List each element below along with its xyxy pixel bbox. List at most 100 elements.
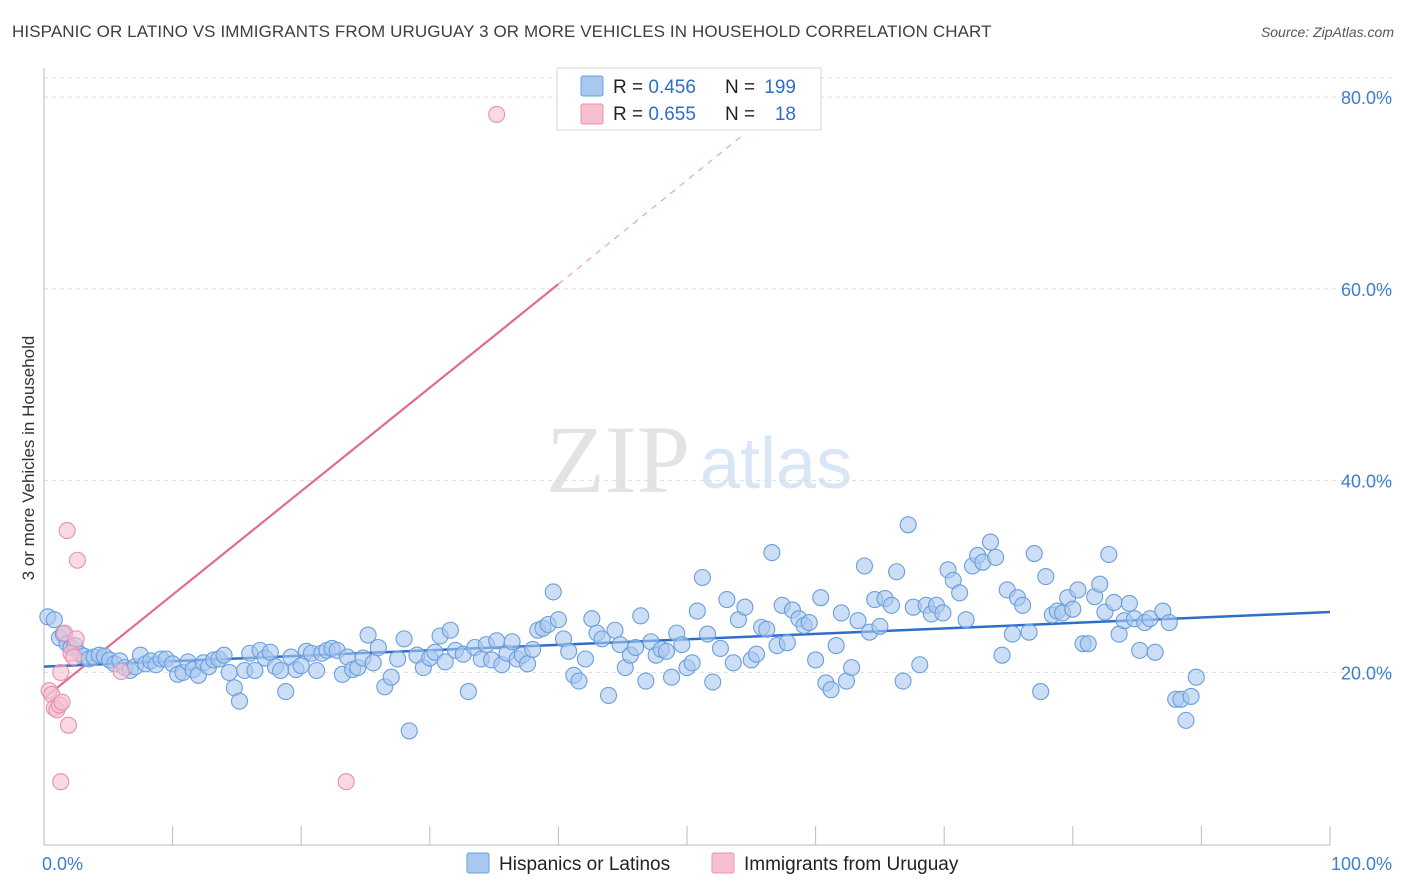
hispanic-point-190	[1064, 600, 1082, 618]
legend-swatch-pink	[580, 103, 604, 125]
hispanic-point-171	[957, 611, 975, 629]
hispanic-point-96	[544, 583, 562, 601]
hispanic-point-203	[1131, 641, 1149, 659]
hispanic-point-112	[632, 607, 650, 625]
svg-text:R = 0.456: R = 0.456	[613, 77, 696, 98]
hispanic-point-175	[981, 533, 1000, 551]
uruguay-point-14	[68, 551, 86, 569]
hispanic-point-139	[778, 634, 796, 652]
legend-n-value-1: 199	[764, 77, 796, 98]
hispanic-point-205	[1141, 610, 1159, 628]
hispanic-point-67	[382, 668, 400, 686]
legend-r-value-1: 0.456	[648, 77, 696, 98]
hispanic-point-185	[1037, 567, 1055, 586]
legend-r-label-1: R =	[613, 77, 648, 98]
hispanic-point-111	[627, 638, 645, 657]
hispanic-point-128	[718, 591, 736, 609]
hispanic-point-195	[1091, 575, 1109, 593]
hispanic-point-184	[1032, 683, 1050, 701]
hispanic-point-147	[822, 681, 840, 699]
hispanic-point-170	[951, 584, 969, 602]
hispanic-point-183	[1025, 544, 1043, 563]
hispanic-point-102	[576, 650, 594, 668]
hispanic-point-97	[549, 611, 567, 629]
hispanic-point-65	[369, 638, 387, 657]
y-axis-title: 3 or more Vehicles in Household	[19, 336, 38, 581]
hispanic-point-131	[736, 598, 754, 616]
hispanic-point-158	[882, 596, 901, 614]
svg-text:N =: N =	[725, 77, 755, 98]
hispanic-point-156	[871, 617, 889, 635]
uruguay-point-6	[52, 663, 70, 681]
svg-text:N =: N =	[725, 104, 755, 125]
hispanic-point-76	[436, 653, 454, 671]
hispanic-point-211	[1177, 711, 1195, 729]
chart-title: HISPANIC OR LATINO VS IMMIGRANTS FROM UR…	[12, 22, 992, 41]
hispanic-point-38	[230, 692, 249, 710]
hispanic-point-208	[1160, 614, 1178, 632]
hispanic-point-47	[277, 683, 295, 701]
hispanic-point-103	[583, 610, 601, 628]
watermark-atlas: atlas	[700, 424, 852, 504]
uruguay-point-7	[52, 773, 70, 791]
hispanic-point-36	[220, 663, 238, 681]
hispanic-point-181	[1014, 596, 1032, 614]
hispanic-point-105	[593, 630, 611, 648]
hispanic-point-64	[364, 654, 382, 672]
uruguay-point-10	[59, 716, 77, 734]
series-hispanics-points	[39, 516, 1205, 740]
hispanic-point-99	[560, 642, 578, 660]
hispanic-point-125	[699, 625, 717, 643]
bottom-legend-label-1: Hispanics or Latinos	[499, 854, 670, 875]
legend-r-value-2: 0.655	[648, 104, 696, 125]
hispanic-point-124	[693, 568, 711, 587]
hispanic-point-191	[1069, 581, 1087, 599]
hispanic-point-63	[359, 626, 377, 644]
hispanic-point-206	[1146, 643, 1164, 661]
hispanic-point-107	[606, 621, 624, 639]
hispanic-point-1	[45, 611, 63, 629]
hispanic-point-92	[524, 640, 542, 658]
hispanic-point-167	[934, 604, 952, 622]
hispanic-point-35	[215, 646, 233, 664]
y-tick-labels: 20.0% 40.0% 60.0% 80.0%	[1341, 88, 1392, 683]
uruguay-point-15	[112, 662, 130, 681]
hispanic-point-193	[1079, 635, 1097, 653]
hispanic-point-80	[459, 683, 477, 701]
hispanic-point-77	[441, 621, 459, 639]
hispanic-point-88	[503, 633, 521, 651]
hispanic-point-177	[993, 646, 1011, 664]
series-uruguay-points	[40, 105, 506, 791]
hispanic-point-160	[894, 672, 912, 690]
hispanic-point-68	[389, 650, 407, 668]
legend-n-label-2: N =	[725, 104, 755, 125]
hispanic-point-153	[855, 557, 874, 575]
hispanic-point-213	[1187, 668, 1205, 686]
uruguay-trend-line	[43, 283, 560, 700]
hispanic-point-163	[911, 656, 929, 674]
hispanic-point-152	[849, 612, 867, 630]
hispanic-point-127	[711, 639, 729, 658]
legend-r-label-2: R =	[613, 104, 648, 125]
hispanic-point-113	[637, 672, 655, 690]
hispanic-point-212	[1182, 687, 1200, 705]
hispanic-point-122	[683, 654, 701, 672]
hispanic-point-179	[1003, 625, 1021, 643]
svg-text:R = 0.655: R = 0.655	[613, 104, 696, 125]
hispanic-point-148	[827, 637, 845, 655]
hispanic-point-117	[657, 642, 675, 660]
uruguay-point-9	[58, 521, 76, 540]
hispanic-point-101	[570, 672, 588, 690]
hispanic-point-161	[899, 516, 917, 534]
hispanic-point-144	[807, 651, 825, 669]
hispanic-point-151	[843, 659, 861, 677]
hispanic-point-145	[812, 589, 830, 607]
bottom-legend-swatch-blue	[466, 852, 490, 874]
grid-lines	[44, 77, 1392, 673]
hispanic-point-201	[1120, 594, 1138, 612]
hispanic-point-118	[663, 668, 681, 686]
hispanic-point-135	[758, 620, 776, 638]
hispanic-point-106	[600, 686, 618, 704]
watermark: ZIP atlas	[546, 406, 852, 513]
